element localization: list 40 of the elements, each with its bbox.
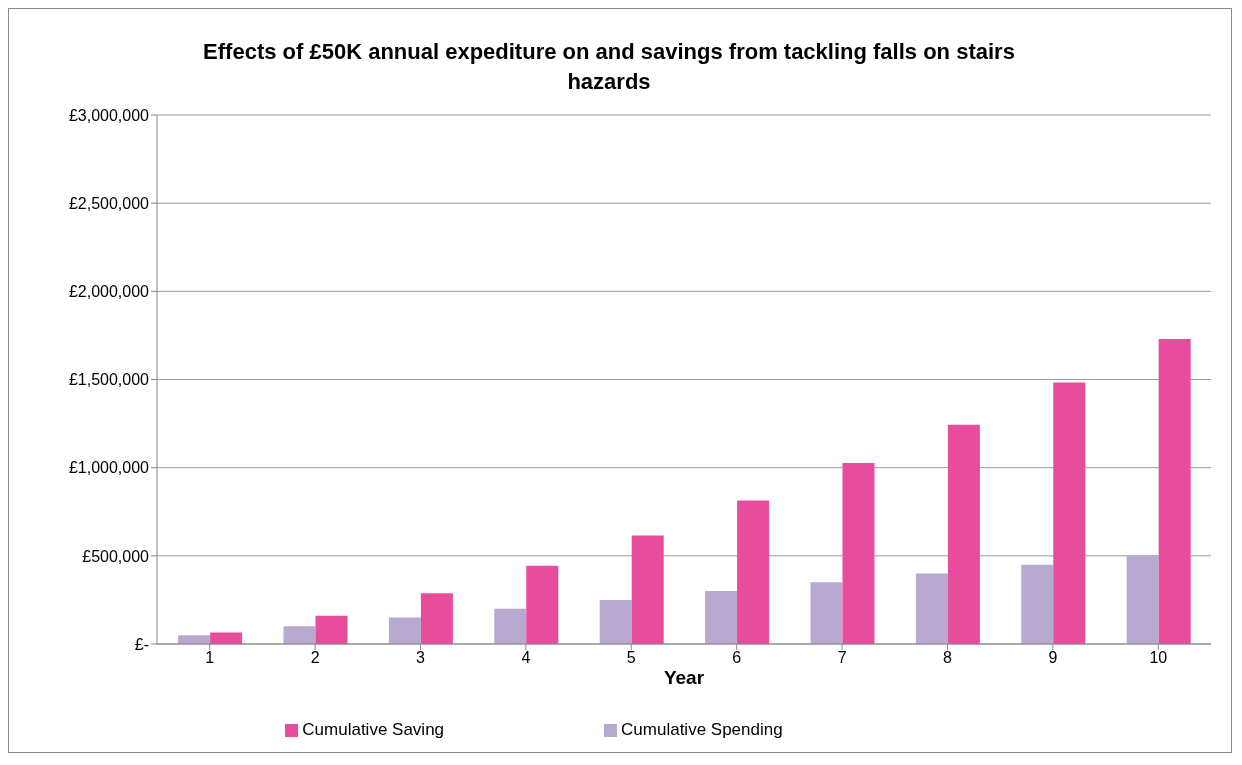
x-axis-title: Year [663,667,705,688]
bar [1126,555,1159,644]
bar [705,591,738,644]
bar [915,573,948,644]
bar [810,582,843,644]
bar [420,593,453,644]
x-tick-label: 8 [943,649,953,667]
bar [1021,564,1054,644]
bar [526,565,559,644]
chart-title: Effects of £50K annual expediture on and savings from tackling falls on stairs hazards [202,38,1016,96]
bar [388,617,421,644]
bar [947,424,980,644]
y-tick-label: £- [134,635,149,653]
y-tick-label: £2,500,000 [68,194,150,212]
x-tick-label: 6 [732,649,742,667]
x-tick-label: 2 [310,649,320,667]
bar [1053,382,1086,644]
bar [842,462,875,644]
y-tick-label: £500,000 [82,547,150,565]
bar [599,599,632,644]
bar [178,635,211,644]
bar [737,500,770,644]
x-tick-label: 5 [626,649,636,667]
x-tick-label: 10 [1149,649,1168,667]
y-tick-label: £2,000,000 [68,283,150,301]
y-tick-label: £1,500,000 [68,371,150,389]
y-tick-label: £1,000,000 [68,459,150,477]
legend-label: Cumulative Saving [302,720,445,739]
bar [1158,339,1191,644]
bar [494,608,527,644]
x-tick-label: 7 [837,649,847,667]
x-tick-label: 9 [1048,649,1058,667]
y-tick-label: £3,000,000 [68,106,150,124]
bar [315,615,348,644]
bar [283,626,316,644]
x-tick-label: 1 [205,649,215,667]
x-tick-label: 3 [416,649,426,667]
legend-label: Cumulative Spending [621,720,783,739]
x-tick-label: 4 [521,649,531,667]
bar [631,535,664,644]
